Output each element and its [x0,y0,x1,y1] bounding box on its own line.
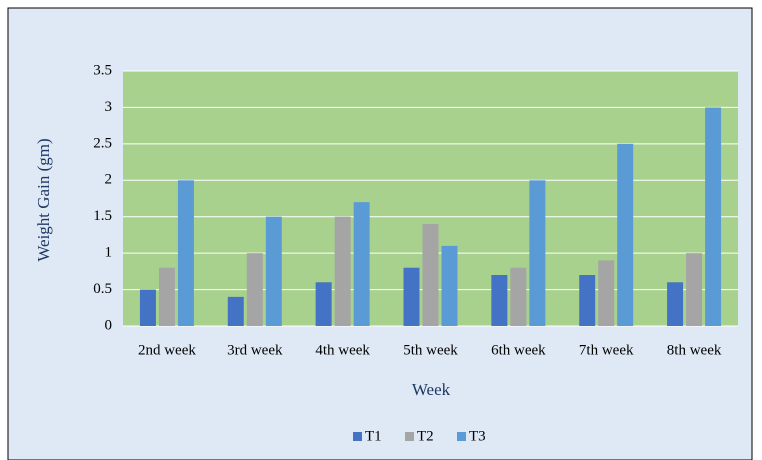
bar [491,275,508,326]
y-tick-label: 1.5 [93,208,112,224]
bar [529,180,546,326]
bar [315,282,332,326]
x-tick-label: 4th week [315,342,370,358]
x-tick-label: 2nd week [138,342,196,358]
bar [139,289,156,326]
bar [403,267,420,326]
legend-label: T2 [417,428,434,444]
y-tick-label: 2 [105,172,113,188]
y-tick-label: 0.5 [93,281,112,297]
y-tick-label: 3 [105,99,113,115]
bar [617,143,634,326]
bar [579,275,596,326]
y-tick-label: 0 [105,317,113,333]
bar [227,296,244,326]
legend-swatch [457,432,466,441]
bar [158,267,175,326]
bar [422,224,439,326]
legend-label: T3 [469,428,486,444]
x-tick-label: 7th week [579,342,634,358]
bar [265,216,282,326]
bar [686,253,703,326]
x-tick-label: 6th week [491,342,546,358]
bar [510,267,527,326]
y-tick-label: 1 [105,245,113,261]
legend-label: T1 [365,428,382,444]
x-tick-label: 3rd week [227,342,283,358]
bar [246,253,263,326]
legend-swatch [405,432,414,441]
y-tick-label: 3.5 [93,62,112,78]
bar [334,216,351,326]
bar [441,245,458,326]
bar [705,107,722,326]
bar [598,260,615,326]
legend-swatch [353,432,362,441]
x-tick-label: 8th week [667,342,722,358]
bar [667,282,684,326]
x-tick-label: 5th week [403,342,458,358]
y-tick-label: 2.5 [93,135,112,151]
y-axis-label: Weight Gain (gm) [34,138,53,261]
bar [177,180,194,326]
x-axis-label: Week [412,380,451,399]
bar [353,202,370,326]
